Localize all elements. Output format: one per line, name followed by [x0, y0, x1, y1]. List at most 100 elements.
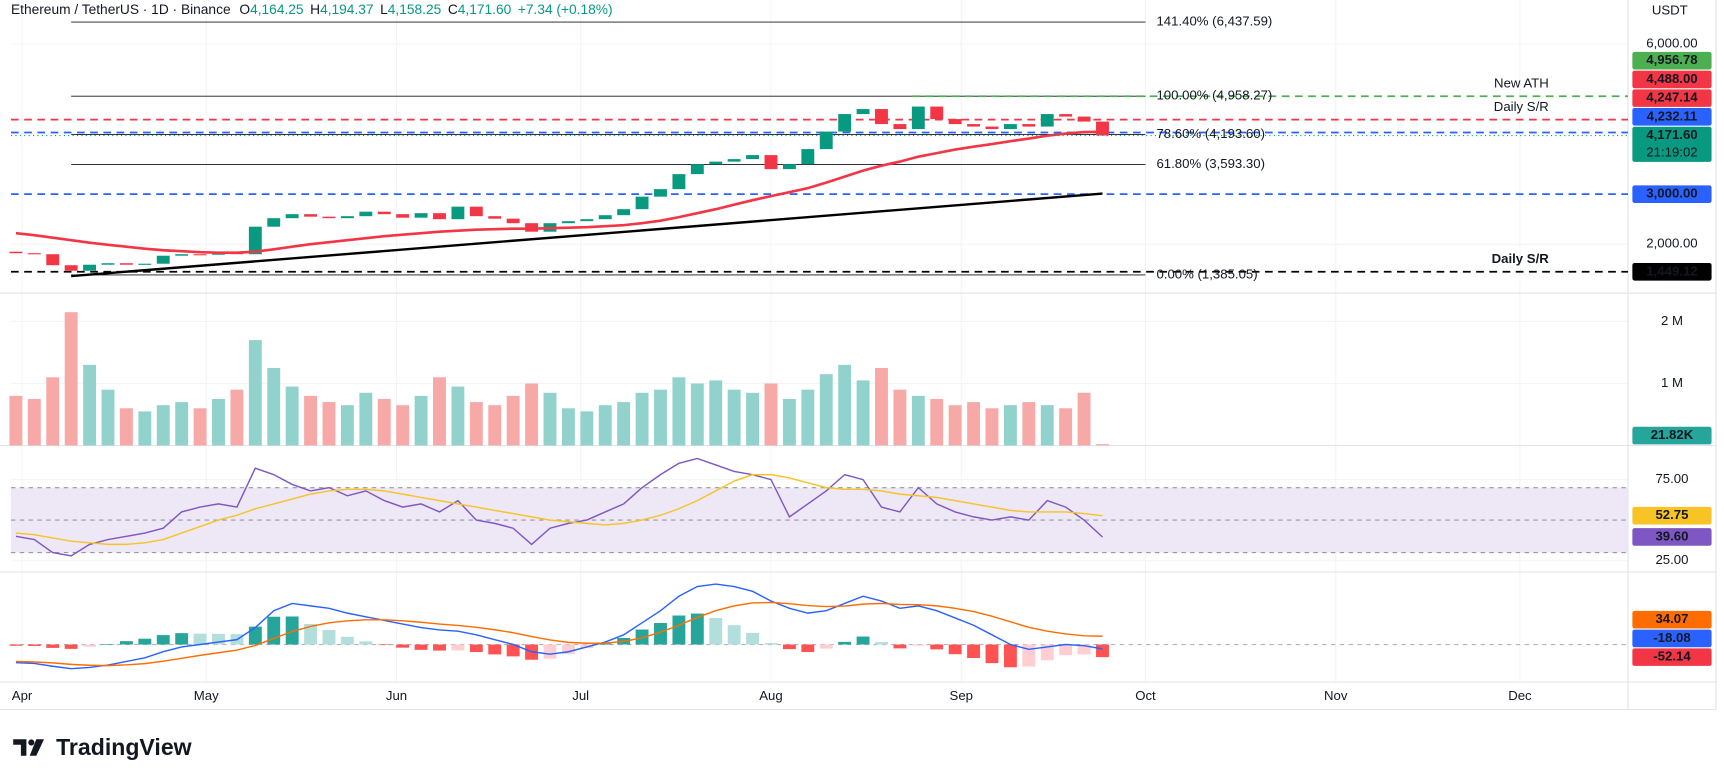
volume-bar	[819, 374, 833, 446]
candle	[193, 254, 207, 256]
volume-bar	[764, 383, 778, 446]
macd-histogram-bar	[598, 643, 612, 645]
volume-bar	[212, 398, 225, 446]
macd-histogram-bar	[838, 641, 852, 645]
candle	[1096, 121, 1109, 136]
volume-bar	[1003, 405, 1017, 446]
macd-histogram-bar	[193, 633, 207, 645]
candle	[561, 221, 575, 224]
volume-bar	[414, 395, 428, 446]
y-tick-label: 2 M	[1661, 313, 1683, 328]
macd-histogram-bar	[248, 626, 262, 645]
macd-histogram-bar	[948, 644, 962, 655]
macd-histogram-bar	[83, 644, 97, 647]
macd-histogram-bar	[340, 636, 354, 645]
volume-bar	[911, 395, 925, 446]
macd-histogram-bar	[156, 635, 170, 645]
candle	[156, 255, 170, 264]
volume-bar	[617, 402, 631, 446]
symbol: Ethereum / TetherUS · 1D · Binance	[11, 2, 231, 17]
volume-bar	[451, 386, 465, 446]
price-box	[1632, 610, 1712, 629]
candle	[690, 164, 704, 175]
price-box	[1632, 126, 1712, 162]
volume-bar	[83, 364, 97, 446]
macd-histogram-bar	[782, 644, 796, 650]
macd-histogram-bar	[561, 644, 575, 654]
ohlc-value: 4,158.25	[388, 2, 442, 17]
candle	[1003, 124, 1017, 130]
macd-histogram-bar	[414, 644, 428, 650]
volume-bar	[340, 405, 354, 446]
candle	[1077, 116, 1091, 122]
volume-bar	[635, 392, 649, 446]
macd-histogram-bar	[175, 633, 189, 645]
x-tick-label: Aug	[759, 688, 782, 703]
candle	[948, 119, 962, 125]
price-box	[1632, 89, 1712, 107]
volume-bar	[1040, 405, 1054, 446]
volume-bar	[1096, 444, 1109, 446]
macd-histogram-bar	[1077, 644, 1091, 655]
price-box-label: 39.60	[1655, 528, 1688, 543]
ema-line	[15, 130, 1103, 254]
candle	[746, 155, 760, 160]
macd-histogram-bar	[27, 644, 41, 646]
grid-layer	[10, 0, 1628, 682]
logo-shape	[29, 739, 44, 756]
volume-bar	[727, 389, 741, 446]
fib-label: 61.80% (3,593.30)	[1156, 156, 1265, 171]
macd-histogram-bar	[672, 615, 686, 645]
macd-histogram-bar	[451, 644, 465, 651]
level-note: Daily S/R	[1494, 99, 1549, 114]
price-box-label: 52.75	[1655, 507, 1688, 522]
candle	[782, 164, 796, 170]
candle	[930, 106, 944, 120]
volume-bar	[433, 377, 446, 446]
price-box-label: 4,171.60	[1646, 127, 1697, 142]
volume-bar	[690, 383, 704, 446]
trendline	[71, 192, 1103, 278]
volume-bar	[396, 405, 410, 446]
macd-histogram-bar	[856, 636, 870, 645]
price-box	[1632, 51, 1712, 70]
volume-bar	[893, 389, 907, 446]
ohlc-key: C	[448, 2, 458, 17]
price-box	[1632, 506, 1712, 525]
candle	[838, 114, 852, 132]
logo-shape	[28, 739, 35, 746]
candle	[138, 263, 152, 265]
level-note: Daily S/R	[1492, 251, 1550, 266]
volume-bar	[304, 395, 318, 446]
macd-line	[15, 601, 1103, 667]
volume-bar	[267, 367, 281, 446]
volume-bar	[801, 389, 815, 446]
fib-label: 78.60% (4,193.60)	[1156, 126, 1265, 141]
price-box-countdown: 21:19:02	[1646, 145, 1697, 160]
volume-bar	[230, 389, 244, 446]
candle	[598, 215, 612, 220]
volume-bar	[138, 411, 152, 446]
volume-bar	[525, 383, 539, 446]
macd-histogram-bar	[469, 644, 483, 653]
volume-bar	[46, 377, 60, 446]
volume-bar	[119, 408, 133, 446]
volume-bar	[1077, 392, 1091, 446]
volume-bar	[875, 367, 888, 446]
macd-histogram-bar	[1040, 644, 1054, 661]
macd-histogram-bar	[1059, 644, 1073, 656]
candle	[801, 149, 815, 165]
pane	[10, 457, 1628, 557]
macd-histogram-bar	[985, 644, 999, 664]
currency: USDT	[1652, 2, 1688, 17]
volume-bar	[930, 398, 944, 446]
candle	[580, 219, 594, 222]
macd-histogram-bar	[101, 644, 115, 645]
price-box-label: 4,488.00	[1646, 71, 1697, 86]
candle	[488, 216, 502, 219]
price-box-label: 4,232.11	[1647, 108, 1698, 123]
candle	[9, 251, 23, 254]
price-box	[1632, 185, 1712, 203]
ohlc-value: 4,171.60	[458, 2, 512, 17]
